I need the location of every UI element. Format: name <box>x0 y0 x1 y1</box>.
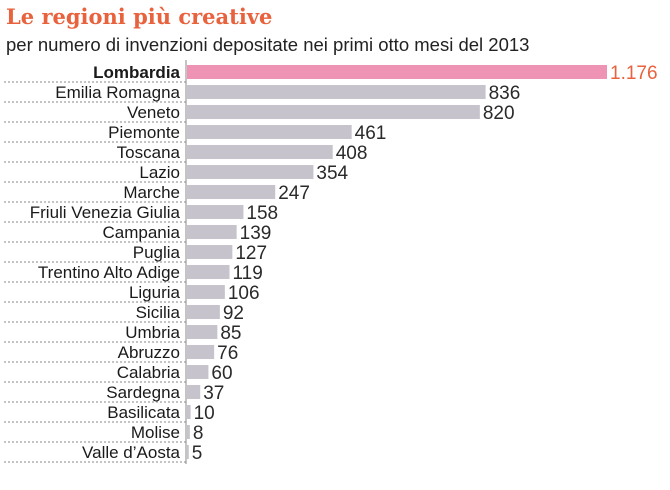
chart-subtitle: per numero di invenzioni depositate nei … <box>6 34 530 55</box>
bar-trentino-alto-adige <box>187 265 230 279</box>
bar-lombardia <box>187 65 607 79</box>
value-label-trentino-alto-adige: 119 <box>233 263 263 284</box>
category-label-calabria: Calabria <box>117 363 181 382</box>
bar-sicilia <box>187 305 220 319</box>
value-label-sicilia: 92 <box>223 303 244 324</box>
value-label-piemonte: 461 <box>355 123 387 144</box>
category-label-molise: Molise <box>131 423 180 442</box>
value-label-puglia: 127 <box>235 243 267 264</box>
bar-puglia <box>187 245 233 259</box>
category-label-veneto: Veneto <box>127 103 180 122</box>
bar-molise <box>187 425 190 439</box>
value-label-valle-d-aosta: 5 <box>192 443 203 464</box>
value-label-lombardia: 1.176 <box>610 63 658 84</box>
value-label-friuli-venezia-giulia: 158 <box>246 203 278 224</box>
value-label-toscana: 408 <box>336 143 368 164</box>
bar-veneto <box>187 105 480 119</box>
bar-toscana <box>187 145 333 159</box>
chart-title: Le regioni più creative <box>6 4 273 29</box>
category-label-trentino-alto-adige: Trentino Alto Adige <box>38 263 180 282</box>
value-label-sardegna: 37 <box>203 383 224 404</box>
bar-valle-d-aosta <box>187 445 189 459</box>
value-label-basilicata: 10 <box>194 403 215 424</box>
category-label-abruzzo: Abruzzo <box>118 343 180 362</box>
bar-emilia-romagna <box>187 85 486 99</box>
value-label-abruzzo: 76 <box>217 343 238 364</box>
bar-lazio <box>187 165 314 179</box>
category-label-valle-d-aosta: Valle d’Aosta <box>82 443 181 462</box>
category-label-lazio: Lazio <box>139 163 180 182</box>
category-label-campania: Campania <box>103 223 181 242</box>
bar-marche <box>187 185 276 199</box>
bar-friuli-venezia-giulia <box>187 205 244 219</box>
category-label-piemonte: Piemonte <box>108 123 180 142</box>
category-label-umbria: Umbria <box>125 323 180 342</box>
category-label-liguria: Liguria <box>129 283 181 302</box>
bar-piemonte <box>187 125 352 139</box>
category-label-sicilia: Sicilia <box>136 303 181 322</box>
bar-campania <box>187 225 237 239</box>
category-label-marche: Marche <box>123 183 180 202</box>
value-label-campania: 139 <box>240 223 272 244</box>
category-label-basilicata: Basilicata <box>107 403 180 422</box>
category-label-friuli-venezia-giulia: Friuli Venezia Giulia <box>30 203 181 222</box>
bar-liguria <box>187 285 225 299</box>
category-label-lombardia: Lombardia <box>93 63 180 82</box>
value-label-liguria: 106 <box>228 283 260 304</box>
bar-calabria <box>187 365 209 379</box>
value-label-lazio: 354 <box>316 163 348 184</box>
value-label-veneto: 820 <box>483 103 515 124</box>
category-label-puglia: Puglia <box>133 243 181 262</box>
value-label-emilia-romagna: 836 <box>489 83 521 104</box>
value-label-molise: 8 <box>193 423 204 444</box>
value-label-calabria: 60 <box>211 363 232 384</box>
category-label-sardegna: Sardegna <box>106 383 180 402</box>
bar-umbria <box>187 325 218 339</box>
bar-basilicata <box>187 405 191 419</box>
bar-sardegna <box>187 385 201 399</box>
category-label-emilia-romagna: Emilia Romagna <box>55 83 180 102</box>
category-label-toscana: Toscana <box>117 143 181 162</box>
value-label-umbria: 85 <box>220 323 241 344</box>
value-label-marche: 247 <box>278 183 310 204</box>
bar-abruzzo <box>187 345 215 359</box>
